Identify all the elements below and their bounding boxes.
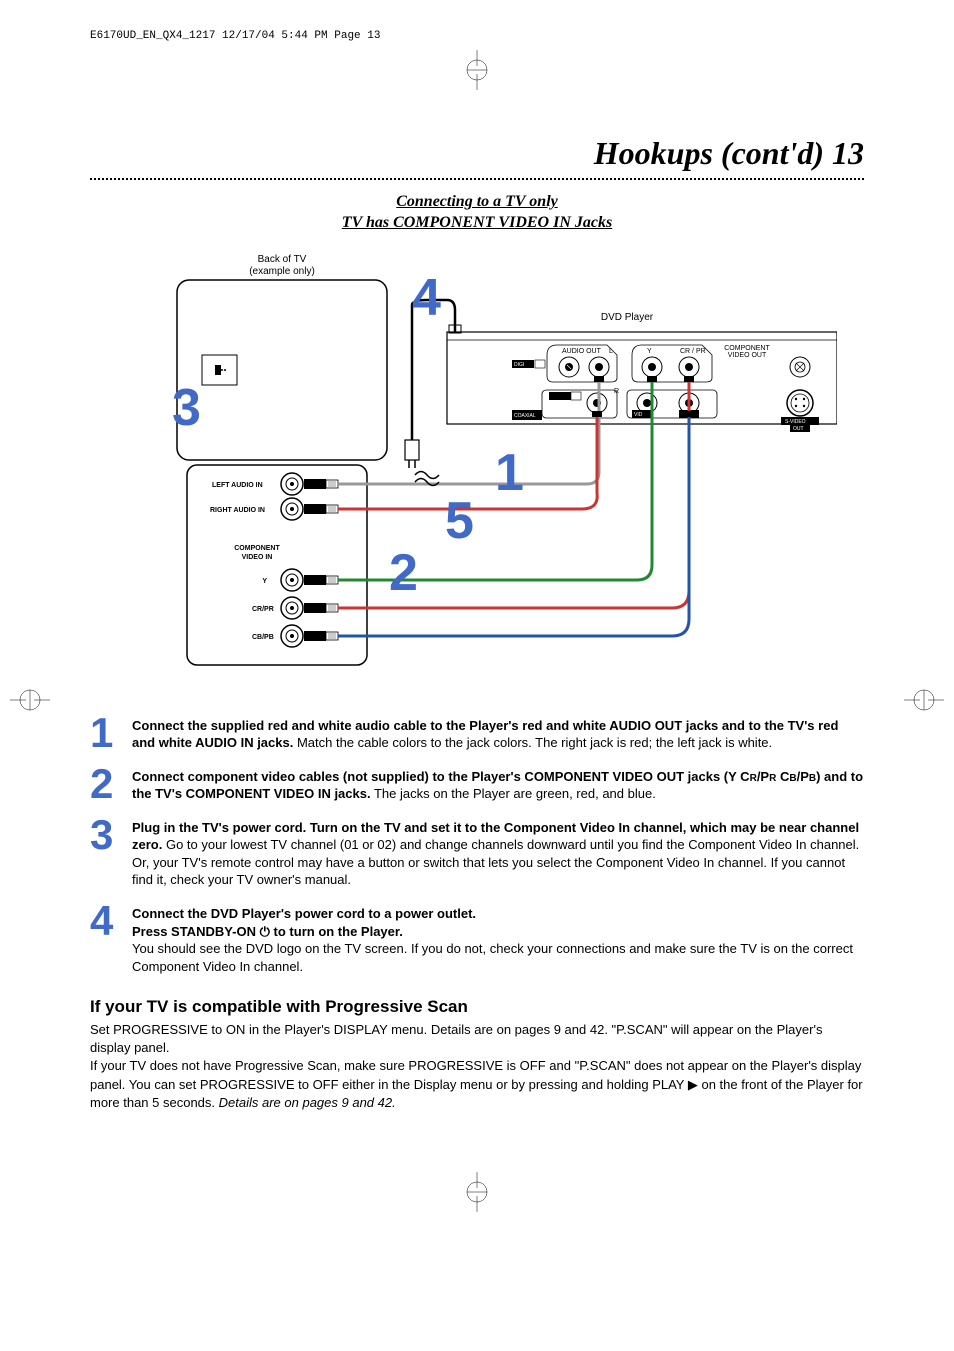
y-label: Y	[647, 348, 652, 355]
step-2-number: 2	[90, 766, 132, 802]
progressive-heading: If your TV is compatible with Progressiv…	[90, 995, 864, 1019]
instruction-step-1: 1 Connect the supplied red and white aud…	[90, 715, 864, 752]
progressive-para-2: If your TV does not have Progressive Sca…	[90, 1057, 864, 1112]
diagram-tv-label-2: (example only)	[249, 266, 315, 277]
crop-mark-top	[90, 50, 864, 95]
play-icon: ▶	[688, 1077, 698, 1092]
crop-mark-left	[10, 680, 50, 725]
diagram-number-2: 2	[389, 544, 418, 602]
progressive-section: If your TV is compatible with Progressiv…	[90, 995, 864, 1112]
step-4-number: 4	[90, 903, 132, 939]
crop-mark-right	[904, 680, 944, 725]
section-heading-line2: TV has COMPONENT VIDEO IN Jacks	[342, 214, 612, 231]
progressive-para-1: Set PROGRESSIVE to ON in the Player's DI…	[90, 1021, 864, 1057]
step-1-text: Connect the supplied red and white audio…	[132, 715, 864, 752]
step-1-number: 1	[90, 715, 132, 751]
section-heading-line1: Connecting to a TV only	[396, 193, 558, 210]
comp-video-out-1: COMPONENT	[724, 345, 770, 352]
svideo-out-2: OUT	[793, 426, 804, 432]
tv-cb-pb-label: CB/PB	[252, 634, 274, 641]
tv-y-label: Y	[262, 578, 267, 585]
diagram-tv-label-1: Back of TV	[258, 254, 307, 265]
diagram-number-5: 5	[445, 492, 474, 550]
instruction-list: 1 Connect the supplied red and white aud…	[90, 715, 864, 976]
dvd-player-label: DVD Player	[601, 312, 654, 323]
diagram-number-3: 3	[172, 379, 201, 437]
power-icon: ⏻	[260, 924, 270, 939]
audio-out-label: AUDIO OUT	[562, 348, 602, 355]
svideo-out-1: S-VIDEO	[785, 419, 806, 425]
component-video-in-2: VIDEO IN	[242, 554, 273, 561]
digi-label: DIGI	[514, 362, 524, 368]
cr-pr-label: CR / PR	[680, 348, 706, 355]
coaxial-label: COAXIAL	[514, 413, 536, 419]
right-audio-in-label: RIGHT AUDIO IN	[210, 507, 265, 514]
instruction-step-4: 4 Connect the DVD Player's power cord to…	[90, 903, 864, 975]
step-3-text: Plug in the TV's power cord. Turn on the…	[132, 817, 864, 889]
connection-diagram: Back of TV (example only) LEFT AUDIO IN	[90, 250, 864, 685]
comp-video-out-2: VIDEO OUT	[728, 352, 767, 359]
tv-cr-pr-label: CR/PR	[252, 606, 274, 613]
dotted-separator	[90, 178, 864, 180]
page-title: Hookups (cont'd) 13	[90, 135, 864, 172]
left-audio-in-label: LEFT AUDIO IN	[212, 482, 263, 489]
tv-outline	[177, 280, 387, 460]
svg-text:R: R	[614, 388, 619, 395]
diagram-number-4: 4	[412, 269, 441, 327]
step-2-text: Connect component video cables (not supp…	[132, 766, 864, 803]
instruction-step-2: 2 Connect component video cables (not su…	[90, 766, 864, 803]
document-header: E6170UD_EN_QX4_1217 12/17/04 5:44 PM Pag…	[90, 30, 864, 42]
step-4-text: Connect the DVD Player's power cord to a…	[132, 903, 864, 975]
video-label: VID	[634, 412, 643, 418]
diagram-number-1: 1	[495, 444, 524, 502]
section-heading: Connecting to a TV only TV has COMPONENT…	[90, 192, 864, 234]
step-3-number: 3	[90, 817, 132, 853]
instruction-step-3: 3 Plug in the TV's power cord. Turn on t…	[90, 817, 864, 889]
crop-mark-bottom	[90, 1172, 864, 1217]
component-video-in-1: COMPONENT	[234, 545, 280, 552]
